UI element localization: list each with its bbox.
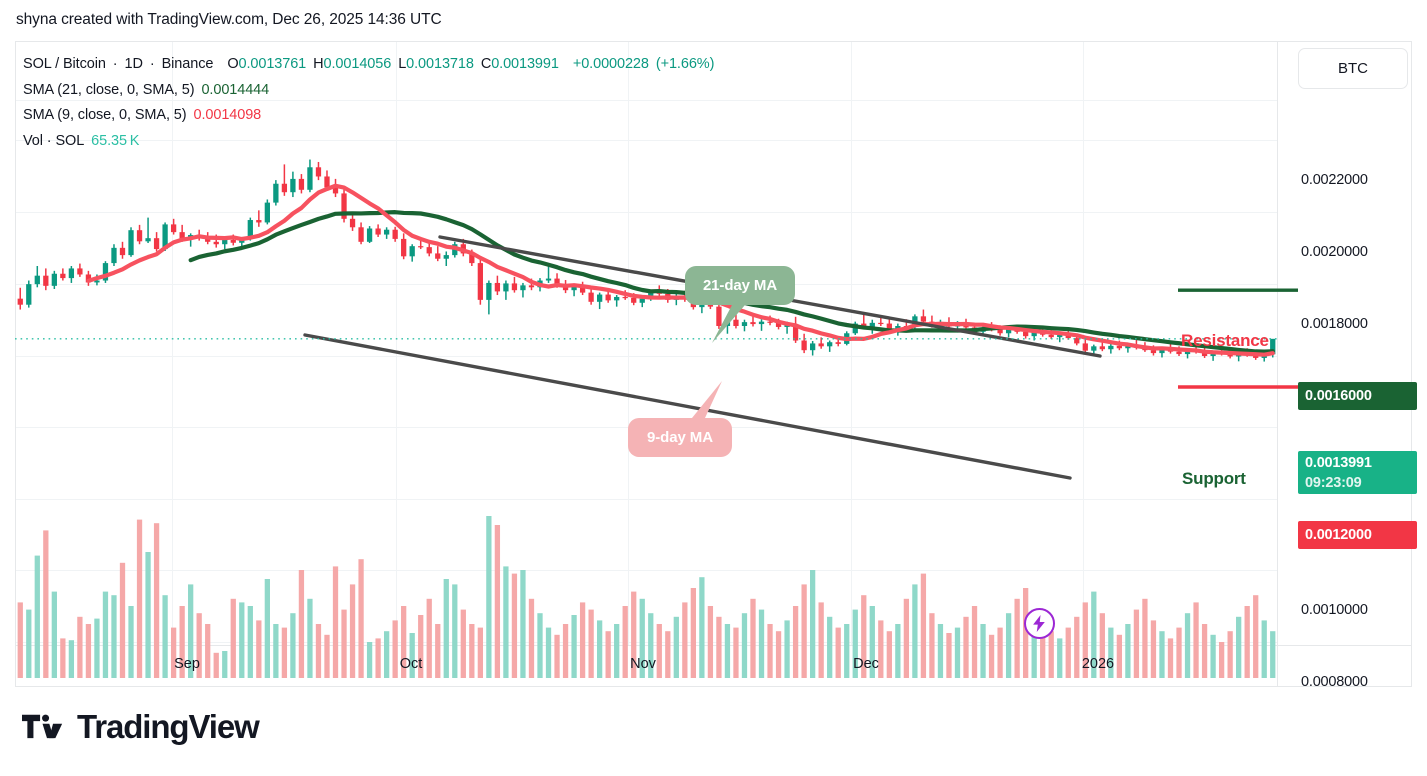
price-tick: 0.0022000 (1301, 172, 1368, 188)
ohlc-high-label: H (313, 56, 324, 72)
gridline-vertical (396, 42, 397, 645)
time-axis[interactable]: Sep Oct Nov Dec 2026 (15, 646, 1277, 686)
ohlc-open-value: 0.0013761 (238, 56, 307, 72)
price-axis[interactable]: BTC 0.0022000 0.0020000 0.0018000 0.0010… (1278, 41, 1417, 690)
sma9-line (86, 183, 1275, 357)
attribution-text: shyna created with TradingView.com, Dec … (16, 11, 442, 28)
volume-value: 65.35 K (91, 132, 140, 149)
volume-series (17, 516, 1276, 678)
sma9-label: SMA (9, close, 0, SMA, 5) (23, 107, 187, 123)
ma9-callout[interactable]: 9-day MA (628, 418, 732, 457)
legend-exchange: Binance (161, 56, 214, 72)
time-tick: Oct (399, 656, 423, 672)
legend-row-sma9[interactable]: SMA (9, close, 0, SMA, 5) 0.0014098 (23, 103, 714, 129)
ohlc-low-label: L (398, 56, 407, 72)
ohlc-close-value: 0.0013991 (491, 56, 559, 72)
gridline-vertical (851, 42, 852, 645)
time-tick: Dec (853, 656, 879, 672)
gridline-horizontal (16, 140, 1277, 141)
gridline-horizontal (16, 212, 1277, 213)
trendline-lower[interactable] (303, 333, 1072, 480)
gridline-horizontal (16, 642, 1277, 643)
gridline-horizontal (16, 570, 1277, 571)
ohlc-high-value: 0.0014056 (323, 56, 392, 72)
legend-sep: · (149, 56, 155, 72)
gridline-horizontal (16, 100, 1277, 101)
ohlc-change-percent: (+1.66%) (655, 56, 715, 72)
price-tick: 0.0010000 (1301, 602, 1368, 618)
legend-interval: 1D (124, 56, 143, 72)
gridline-vertical (628, 42, 629, 645)
last-price-value: 0.0013991 (1305, 454, 1372, 471)
resistance-label: Resistance (1181, 331, 1269, 350)
sma21-label: SMA (21, close, 0, SMA, 5) (23, 81, 195, 98)
resistance-price-value: 0.0016000 (1305, 388, 1372, 404)
time-tick: 2026 (1081, 656, 1115, 672)
gridline-horizontal (16, 356, 1277, 357)
price-axis-divider (1277, 41, 1278, 687)
gridline-vertical (172, 42, 173, 645)
tradingview-logo-icon (22, 714, 63, 739)
support-price-value: 0.0012000 (1305, 527, 1372, 543)
legend-row-symbol[interactable]: SOL / Bitcoin · 1D · Binance O0.0013761 H0.001… (23, 52, 714, 78)
support-label: Support (1182, 469, 1246, 488)
currency-button[interactable]: BTC (1298, 48, 1408, 89)
lightning-bolt-icon[interactable] (1024, 608, 1055, 639)
last-price-countdown: 09:23:09 (1305, 474, 1362, 491)
ohlc-low-value: 0.0013718 (406, 56, 474, 72)
sma21-value: 0.0014444 (201, 81, 270, 98)
price-tick: 0.0018000 (1301, 316, 1368, 332)
chart-frame (15, 41, 1412, 687)
price-plot[interactable] (15, 41, 1412, 687)
legend-sep: · (112, 56, 118, 72)
gridline-horizontal (16, 284, 1277, 285)
time-tick: Nov (630, 656, 656, 672)
footer: TradingView (22, 708, 260, 746)
lightning-bolt-glyph (1033, 615, 1045, 632)
ma21-callout[interactable]: 21-day MA (685, 266, 795, 305)
time-axis-divider (15, 645, 1412, 646)
volume-label: Vol · SOL (23, 132, 85, 149)
resistance-price-tag[interactable]: 0.0016000 (1298, 382, 1417, 410)
ohlc-change: +0.0000228 (572, 56, 649, 72)
sma9-value: 0.0014098 (193, 107, 262, 123)
chart-legend: SOL / Bitcoin · 1D · Binance O0.0013761 H0.001… (23, 52, 714, 154)
price-tick: 0.0008000 (1301, 674, 1368, 690)
tradingview-wordmark: TradingView (77, 708, 260, 745)
support-price-tag[interactable]: 0.0012000 (1298, 521, 1417, 549)
legend-row-volume[interactable]: Vol · SOL 65.35 K (23, 129, 714, 155)
time-tick: Sep (174, 656, 200, 672)
legend-row-sma21[interactable]: SMA (21, close, 0, SMA, 5) 0.0014444 (23, 78, 714, 104)
last-price-tag[interactable]: 0.0013991 09:23:09 (1298, 451, 1417, 494)
legend-symbol: SOL / Bitcoin (23, 56, 106, 72)
ohlc-close-label: C (480, 56, 492, 72)
price-tick: 0.0020000 (1301, 244, 1368, 260)
ohlc-open-label: O (227, 56, 239, 72)
gridline-horizontal (16, 499, 1277, 500)
